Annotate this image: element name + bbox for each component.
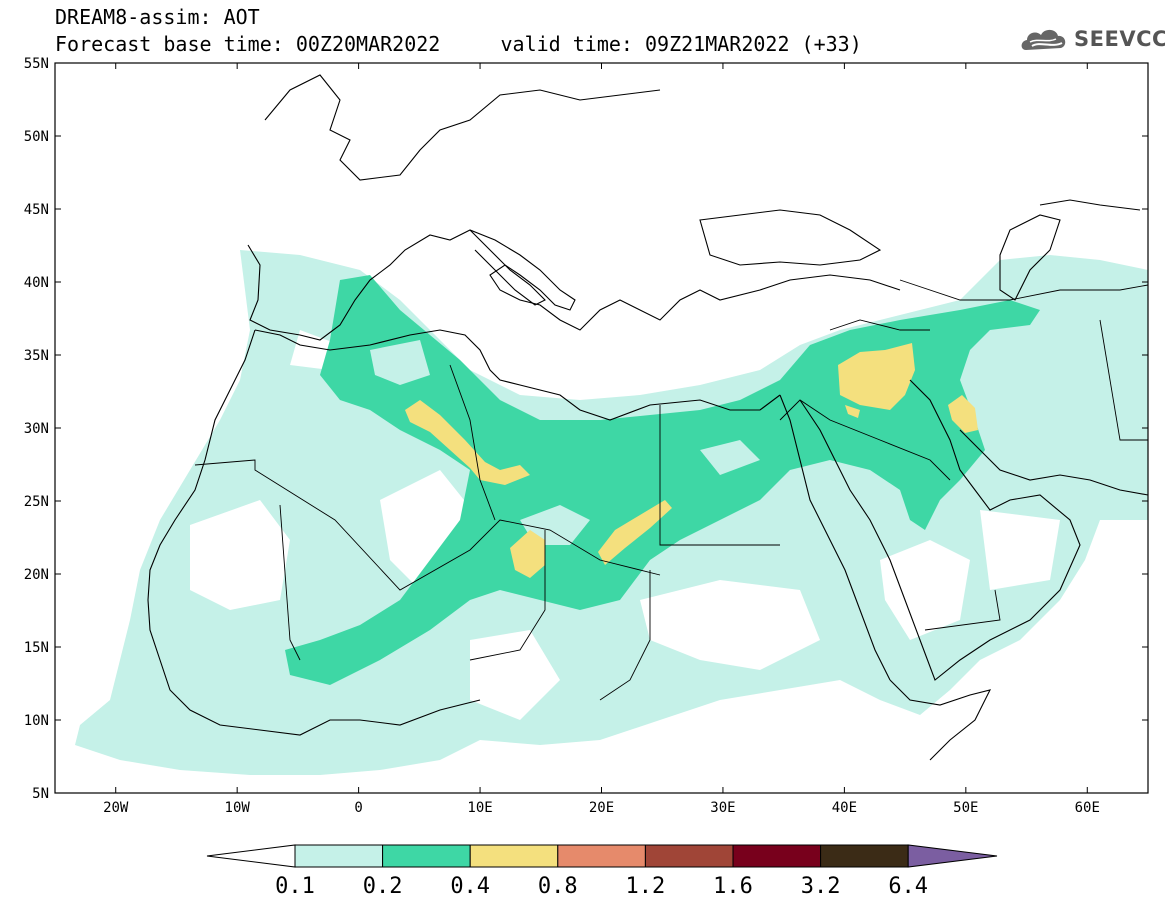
colorbar-segment [732,844,822,868]
lon-label: 10E [467,800,492,816]
colorbar-label: 1.6 [713,874,753,899]
coastlines [147,74,1148,761]
lat-label: 40N [24,275,49,291]
lon-label: 20W [103,800,129,816]
lon-label: 40E [832,800,857,816]
logo-text: SEEVCCC [1074,27,1165,51]
colorbar-label: 0.8 [538,874,578,899]
colorbar: 0.1 0.2 0.4 0.8 1.2 1.6 3.2 6.4 [206,844,998,899]
lat-label: 5N [32,786,49,802]
lat-label: 30N [24,421,49,437]
colorbar-label: 3.2 [801,874,841,899]
colorbar-segment [469,844,559,868]
lon-label: 20E [589,800,614,816]
lon-label: 0 [354,800,362,816]
lat-label: 45N [24,202,49,218]
aot-band-0.4 [405,400,530,485]
lat-label: 20N [24,567,49,583]
logo: SEEVCCC [1018,24,1165,58]
lat-label: 50N [24,129,49,145]
title-line-1: DREAM8-assim: AOT [55,5,260,29]
colorbar-arrow-high [907,844,998,868]
colorbar-segment [644,844,734,868]
aot-field [75,250,1148,775]
colorbar-label: 0.4 [450,874,490,899]
lat-label: 55N [24,56,49,72]
lon-label: 30E [710,800,735,816]
cloud-icon [1021,29,1066,50]
colorbar-segment [382,844,471,868]
colorbar-label: 0.2 [363,874,403,899]
colorbar-arrow-low [206,844,296,868]
lat-label: 25N [24,494,49,510]
colorbar-label: 0.1 [275,874,315,899]
colorbar-segment [557,844,646,868]
title-line-2: Forecast base time: 00Z20MAR2022 valid t… [55,32,862,56]
lon-label: 10W [225,800,251,816]
lat-label: 35N [24,348,49,364]
lat-label: 15N [24,640,49,656]
borders [194,199,1148,701]
lon-label: 60E [1075,800,1100,816]
colorbar-label: 1.2 [626,874,666,899]
lat-label: 10N [24,713,49,729]
colorbar-label: 6.4 [888,874,928,899]
axis-ticks: 55N 50N 45N 40N 35N 30N 25N 20N 15N 10N 5N 20W 10W 0 1… [24,56,1148,816]
colorbar-segment [294,844,384,868]
colorbar-segment [820,844,909,868]
lon-label: 50E [953,800,978,816]
